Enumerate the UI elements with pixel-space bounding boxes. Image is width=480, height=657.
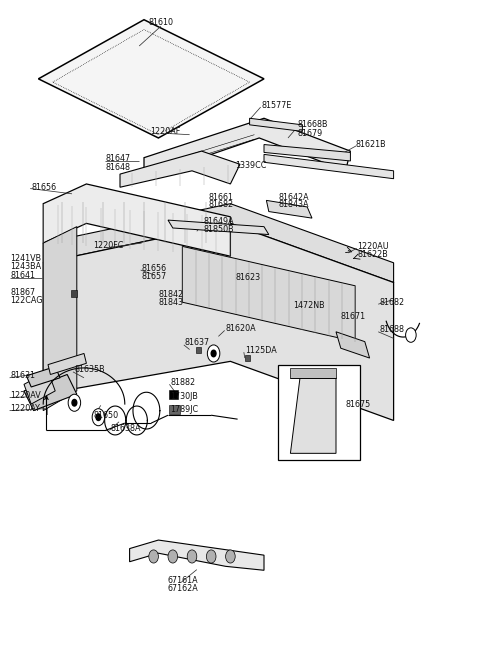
- Circle shape: [187, 550, 197, 563]
- Text: 1339CC: 1339CC: [235, 161, 266, 170]
- Text: 81842: 81842: [158, 290, 183, 299]
- Bar: [169, 390, 178, 399]
- Text: 81656: 81656: [31, 183, 56, 192]
- Circle shape: [226, 550, 235, 563]
- Circle shape: [149, 550, 158, 563]
- Polygon shape: [336, 332, 370, 358]
- Text: 1220AV: 1220AV: [11, 391, 41, 400]
- Text: 67162A: 67162A: [167, 584, 198, 593]
- Bar: [169, 405, 180, 414]
- Text: 81631: 81631: [11, 371, 36, 380]
- Text: 1220AY: 1220AY: [11, 404, 40, 413]
- Text: 81850B: 81850B: [204, 225, 235, 234]
- Polygon shape: [43, 204, 394, 283]
- Circle shape: [96, 414, 101, 420]
- Text: 81671: 81671: [341, 312, 366, 321]
- Text: 81656: 81656: [142, 263, 167, 273]
- Text: 81657: 81657: [142, 272, 167, 281]
- Text: 122CAG: 122CAG: [11, 296, 43, 306]
- Polygon shape: [43, 184, 230, 256]
- Bar: [278, 365, 360, 460]
- Text: 67161A: 67161A: [167, 576, 198, 585]
- Text: 1220AF: 1220AF: [150, 127, 181, 136]
- Bar: [71, 290, 77, 297]
- Text: 81867: 81867: [11, 288, 36, 297]
- Polygon shape: [24, 374, 77, 411]
- Polygon shape: [250, 118, 302, 131]
- Polygon shape: [182, 246, 355, 342]
- Text: 81650: 81650: [94, 411, 119, 420]
- Text: 81610: 81610: [148, 18, 173, 28]
- Circle shape: [92, 409, 105, 426]
- Text: 81843: 81843: [158, 298, 183, 307]
- Polygon shape: [290, 368, 336, 378]
- Polygon shape: [24, 371, 55, 404]
- Polygon shape: [266, 200, 312, 218]
- Polygon shape: [43, 227, 77, 411]
- Circle shape: [211, 350, 216, 357]
- Text: 81882: 81882: [170, 378, 195, 387]
- Polygon shape: [130, 540, 264, 570]
- Text: 81637: 81637: [185, 338, 210, 348]
- Polygon shape: [43, 223, 394, 420]
- Polygon shape: [168, 220, 269, 235]
- Text: 81577E: 81577E: [262, 101, 292, 110]
- Polygon shape: [264, 145, 350, 161]
- Polygon shape: [290, 378, 336, 453]
- Text: 81621B: 81621B: [355, 140, 386, 149]
- Polygon shape: [38, 20, 264, 138]
- Text: 1472NB: 1472NB: [293, 301, 324, 310]
- Text: 81682: 81682: [209, 200, 234, 210]
- Text: 81647: 81647: [106, 154, 131, 164]
- Text: 1220AU: 1220AU: [358, 242, 389, 251]
- Text: 1243BA: 1243BA: [11, 262, 42, 271]
- Circle shape: [207, 345, 220, 362]
- Circle shape: [68, 394, 81, 411]
- Text: 1241VB: 1241VB: [11, 254, 42, 263]
- Text: 81682: 81682: [379, 298, 404, 307]
- Text: 81622B: 81622B: [358, 250, 388, 260]
- Circle shape: [168, 550, 178, 563]
- Text: 81623: 81623: [235, 273, 260, 283]
- Polygon shape: [48, 353, 86, 374]
- Text: 1730JB: 1730JB: [170, 392, 198, 401]
- Text: 81641: 81641: [11, 271, 36, 281]
- Bar: [196, 347, 201, 353]
- Text: 81635B: 81635B: [74, 365, 105, 374]
- Polygon shape: [120, 151, 240, 187]
- Text: 1125DA: 1125DA: [245, 346, 276, 355]
- Circle shape: [72, 399, 77, 406]
- Text: 81675: 81675: [346, 399, 371, 409]
- Text: A: A: [44, 396, 49, 401]
- Text: 81843A: 81843A: [278, 200, 309, 210]
- Text: 81642A: 81642A: [278, 193, 309, 202]
- Text: 81638A: 81638A: [110, 424, 141, 433]
- Text: |: |: [46, 409, 48, 415]
- Text: 81679: 81679: [298, 129, 323, 138]
- Circle shape: [206, 550, 216, 563]
- Text: 81620A: 81620A: [226, 324, 256, 333]
- Text: 81668B: 81668B: [298, 120, 328, 129]
- Text: 81688: 81688: [379, 325, 404, 334]
- Text: 81661: 81661: [209, 193, 234, 202]
- Text: 1789JC: 1789JC: [170, 405, 199, 415]
- Polygon shape: [144, 118, 350, 177]
- Bar: [245, 355, 250, 361]
- Text: 81648: 81648: [106, 163, 131, 172]
- Polygon shape: [26, 367, 60, 387]
- Text: 81649A: 81649A: [204, 217, 235, 226]
- Circle shape: [406, 328, 416, 342]
- Polygon shape: [264, 154, 394, 179]
- Text: 1220FC: 1220FC: [93, 241, 123, 250]
